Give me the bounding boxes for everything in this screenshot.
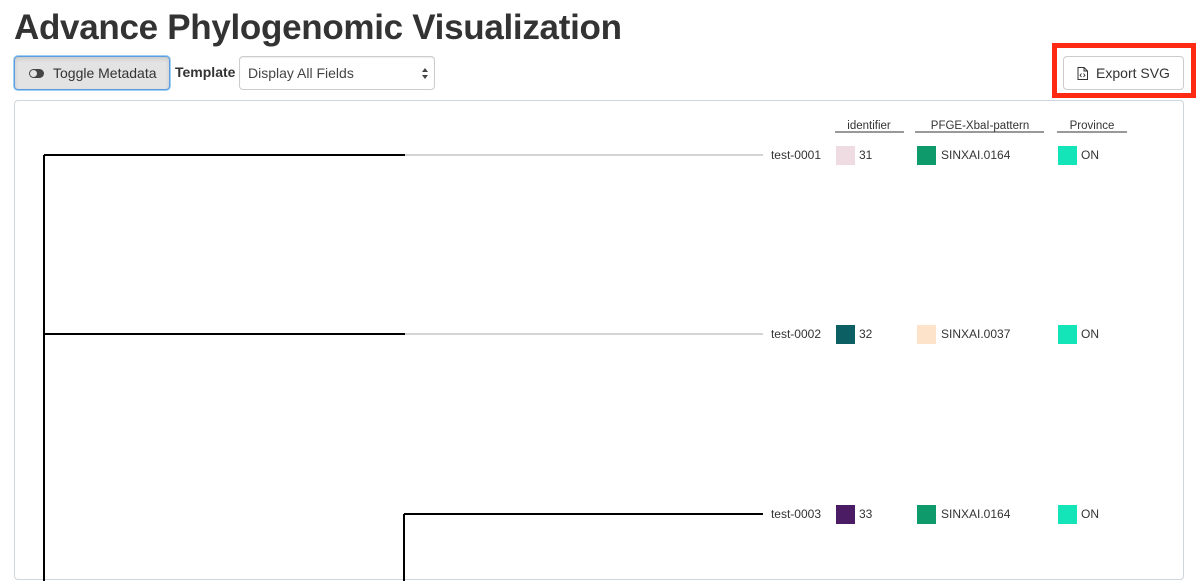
province-swatch bbox=[1058, 146, 1077, 165]
identifier-swatch bbox=[836, 505, 855, 524]
leaf-label[interactable]: test-0003 bbox=[771, 507, 821, 521]
pfge-pattern-swatch bbox=[917, 505, 936, 524]
select-arrows-icon bbox=[422, 68, 428, 79]
identifier-swatch bbox=[836, 325, 855, 344]
export-highlight-box bbox=[1052, 43, 1196, 98]
toggle-metadata-button[interactable]: Toggle Metadata bbox=[14, 56, 170, 90]
tree-panel: identifier PFGE-XbaI-pattern Province test-… bbox=[14, 100, 1185, 581]
province-swatch bbox=[1058, 325, 1077, 344]
province-swatch bbox=[1058, 505, 1077, 524]
phylogenetic-tree[interactable]: identifier PFGE-XbaI-pattern Province test-… bbox=[15, 101, 1185, 581]
province-value: ON bbox=[1081, 507, 1099, 521]
toggle-metadata-label: Toggle Metadata bbox=[53, 65, 157, 81]
identifier-value: 32 bbox=[859, 327, 873, 341]
file-code-icon bbox=[1077, 66, 1089, 80]
pfge-pattern-swatch bbox=[917, 325, 936, 344]
identifier-value: 31 bbox=[859, 148, 873, 162]
leaf-label[interactable]: test-0001 bbox=[771, 148, 821, 162]
province-value: ON bbox=[1081, 327, 1099, 341]
export-svg-label: Export SVG bbox=[1096, 65, 1170, 81]
column-header: Province bbox=[1070, 120, 1115, 132]
pfge-pattern-value: SINXAI.0037 bbox=[941, 327, 1011, 341]
pfge-pattern-swatch bbox=[917, 146, 936, 165]
pfge-pattern-value: SINXAI.0164 bbox=[941, 148, 1011, 162]
template-label: Template bbox=[175, 64, 236, 80]
page-title: Advance Phylogenomic Visualization bbox=[14, 8, 622, 47]
toggle-off-icon bbox=[29, 68, 44, 78]
pfge-pattern-value: SINXAI.0164 bbox=[941, 507, 1011, 521]
column-header: PFGE-XbaI-pattern bbox=[931, 120, 1029, 132]
column-header: identifier bbox=[847, 120, 891, 132]
template-select[interactable]: Display All Fields bbox=[239, 56, 435, 90]
identifier-value: 33 bbox=[859, 507, 873, 521]
leaf-label[interactable]: test-0002 bbox=[771, 327, 821, 341]
export-svg-button[interactable]: Export SVG bbox=[1063, 56, 1184, 90]
template-select-value: Display All Fields bbox=[248, 65, 354, 81]
province-value: ON bbox=[1081, 148, 1099, 162]
identifier-swatch bbox=[836, 146, 855, 165]
